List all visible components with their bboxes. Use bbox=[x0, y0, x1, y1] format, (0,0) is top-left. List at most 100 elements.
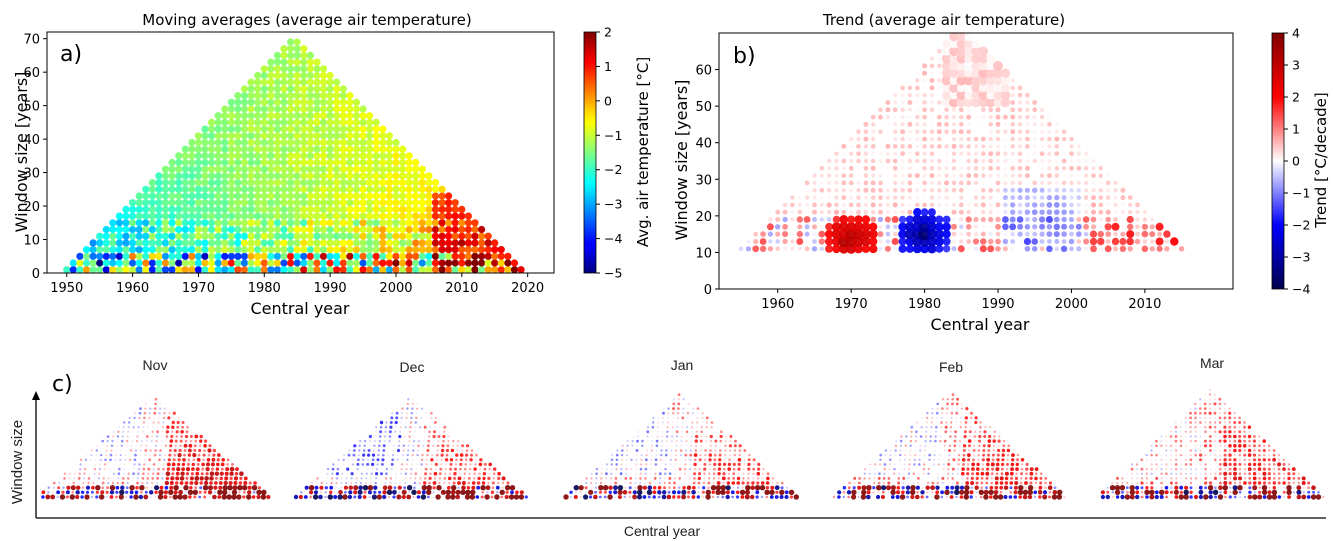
data-point bbox=[442, 439, 445, 443]
data-point bbox=[669, 458, 672, 461]
data-point bbox=[915, 485, 921, 490]
data-point bbox=[696, 407, 700, 410]
data-point bbox=[486, 491, 489, 494]
data-point bbox=[342, 458, 345, 461]
data-point bbox=[1194, 463, 1197, 466]
data-point bbox=[144, 454, 147, 457]
data-point bbox=[194, 212, 202, 220]
data-point bbox=[181, 145, 189, 153]
data-point bbox=[905, 430, 908, 433]
data-point bbox=[161, 225, 170, 234]
data-point bbox=[399, 252, 407, 260]
data-point bbox=[229, 476, 233, 480]
data-point bbox=[194, 145, 202, 153]
data-point bbox=[692, 403, 695, 405]
data-point bbox=[333, 105, 341, 113]
data-point bbox=[1017, 231, 1023, 237]
data-point bbox=[1141, 223, 1148, 230]
data-point bbox=[350, 472, 354, 476]
data-point bbox=[357, 454, 360, 457]
data-point bbox=[957, 453, 961, 457]
data-point bbox=[1127, 195, 1133, 201]
data-point bbox=[189, 435, 193, 438]
data-point bbox=[1090, 209, 1097, 215]
data-point bbox=[175, 225, 183, 234]
data-point bbox=[1076, 210, 1081, 215]
data-point bbox=[191, 462, 195, 467]
data-point bbox=[133, 416, 136, 420]
data-point bbox=[467, 477, 471, 480]
data-point bbox=[385, 219, 393, 227]
data-point bbox=[391, 412, 394, 415]
data-point bbox=[905, 485, 911, 490]
data-point bbox=[1258, 477, 1261, 480]
data-point bbox=[122, 259, 130, 267]
data-point bbox=[471, 481, 476, 485]
data-point bbox=[826, 158, 832, 164]
data-point bbox=[422, 449, 424, 452]
data-point bbox=[405, 232, 413, 240]
colorbar-tick-label: 0 bbox=[604, 93, 612, 108]
data-point bbox=[1111, 222, 1120, 231]
data-point bbox=[338, 490, 343, 495]
data-point bbox=[1243, 453, 1247, 457]
data-point bbox=[201, 219, 209, 227]
data-point bbox=[188, 252, 196, 260]
data-point bbox=[956, 46, 967, 57]
data-point bbox=[137, 477, 139, 480]
data-point bbox=[431, 232, 440, 240]
data-point bbox=[1017, 173, 1023, 178]
data-point bbox=[594, 486, 598, 489]
data-point bbox=[955, 411, 959, 415]
data-point bbox=[1164, 485, 1169, 490]
data-point bbox=[208, 145, 216, 153]
data-point bbox=[293, 185, 301, 193]
data-point bbox=[90, 458, 92, 461]
data-point bbox=[140, 491, 143, 494]
data-point bbox=[949, 426, 953, 429]
data-point bbox=[109, 266, 117, 274]
data-point bbox=[362, 495, 367, 499]
data-point bbox=[1120, 210, 1125, 215]
data-point bbox=[920, 244, 930, 254]
data-point bbox=[715, 489, 721, 495]
data-point bbox=[247, 252, 255, 260]
data-point bbox=[988, 165, 994, 171]
data-point bbox=[971, 75, 981, 86]
data-point bbox=[705, 489, 711, 495]
data-point bbox=[201, 158, 209, 167]
data-point bbox=[1076, 188, 1082, 193]
data-point bbox=[790, 210, 795, 215]
data-point bbox=[267, 65, 275, 73]
data-point bbox=[101, 439, 104, 443]
data-point bbox=[407, 449, 410, 452]
data-point bbox=[1003, 187, 1008, 193]
data-point bbox=[497, 476, 501, 480]
data-point bbox=[894, 459, 896, 461]
data-point bbox=[382, 490, 387, 495]
data-point bbox=[397, 485, 402, 490]
data-point bbox=[1024, 165, 1030, 171]
data-point bbox=[625, 472, 627, 475]
data-point bbox=[306, 71, 314, 80]
data-point bbox=[313, 252, 321, 260]
data-point bbox=[148, 463, 150, 466]
data-point bbox=[1223, 458, 1227, 462]
data-point bbox=[273, 266, 282, 274]
data-point bbox=[62, 486, 65, 489]
data-point bbox=[412, 219, 420, 227]
data-point bbox=[333, 192, 341, 200]
data-point bbox=[944, 137, 949, 141]
data-point bbox=[811, 224, 818, 230]
data-point bbox=[863, 158, 869, 164]
data-point bbox=[234, 266, 242, 274]
data-point bbox=[227, 219, 235, 227]
data-point bbox=[155, 205, 163, 213]
data-point bbox=[812, 209, 817, 215]
data-point bbox=[886, 137, 890, 141]
data-point bbox=[414, 430, 416, 433]
data-point bbox=[339, 152, 347, 160]
data-point bbox=[409, 477, 412, 480]
data-point bbox=[931, 407, 934, 410]
data-point bbox=[154, 490, 158, 494]
